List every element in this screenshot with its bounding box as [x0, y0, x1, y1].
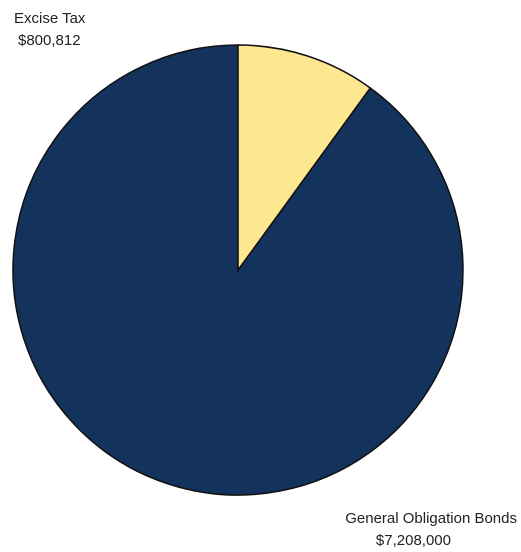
label-excise-tax-name: Excise Tax — [14, 10, 86, 27]
pie-slices — [12, 44, 464, 496]
label-general-obligation-bonds-name: General Obligation Bonds — [345, 510, 517, 527]
pie-slice-excise-tax — [237, 44, 372, 273]
label-general-obligation-bonds-value: $7,208,000 — [376, 532, 451, 549]
label-excise-tax-value: $800,812 — [18, 32, 81, 49]
label-excise-tax: Excise Tax $800,812 — [14, 10, 86, 49]
label-general-obligation-bonds: General Obligation Bonds $7,208,000 — [345, 510, 517, 549]
